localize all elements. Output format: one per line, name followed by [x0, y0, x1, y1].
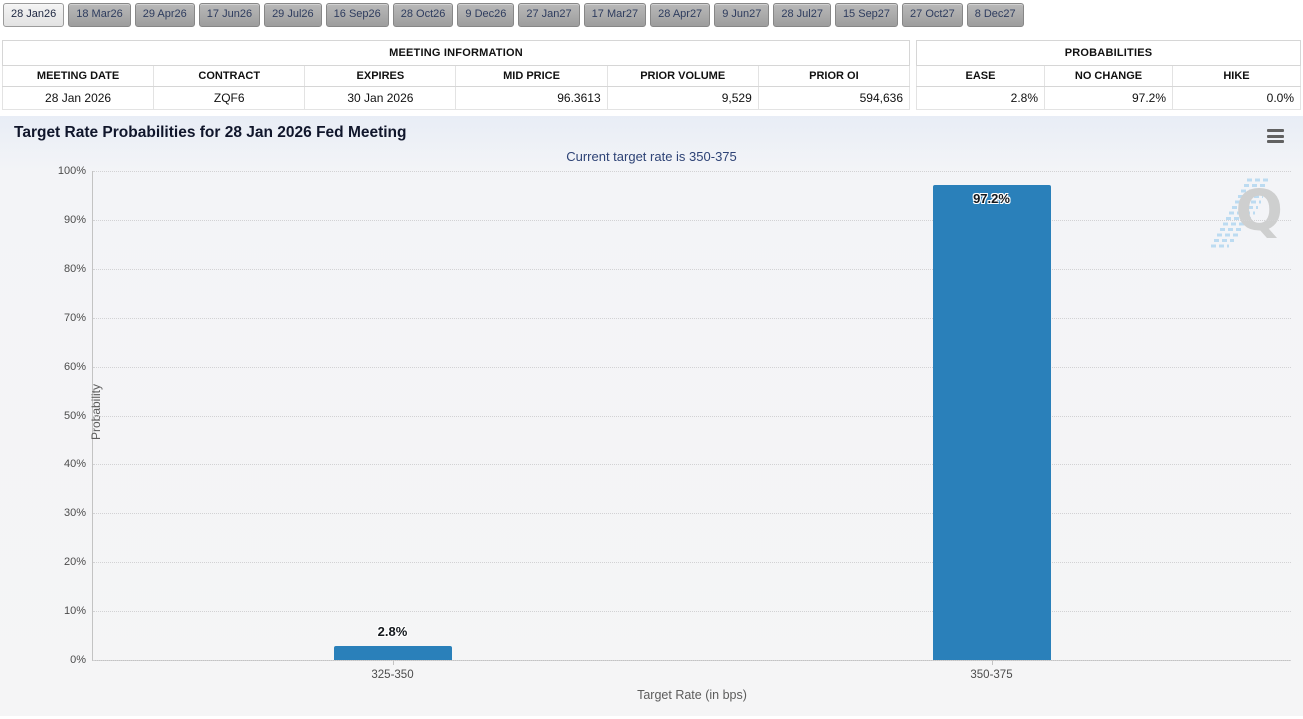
y-axis-tick-label: 90%	[63, 213, 86, 226]
y-axis-tick-label: 100%	[57, 165, 86, 177]
no-change-probability-value: 97.2%	[1044, 86, 1173, 110]
prior-volume-value: 9,529	[606, 86, 759, 110]
y-axis-tick-label: 60%	[63, 360, 86, 373]
gridline	[93, 317, 1291, 319]
meeting-info-header-cell: MEETING DATE	[1, 65, 155, 87]
gridline	[93, 366, 1291, 368]
gridline	[93, 171, 1291, 172]
meeting-date-tab[interactable]: 15 Sep27	[834, 3, 899, 27]
bar-value-label: 97.2%	[973, 190, 1010, 206]
y-axis-tick-label: 70%	[63, 311, 86, 324]
gridline	[93, 464, 1291, 466]
y-axis-tick-label: 10%	[63, 605, 86, 618]
meeting-date-tab[interactable]: 16 Sep26	[325, 3, 389, 27]
x-axis-title: Target Rate (in bps)	[637, 688, 747, 702]
gridline	[93, 268, 1291, 270]
meeting-date-tab[interactable]: 18 Mar26	[68, 3, 131, 27]
probabilities-header-cell: HIKE	[1172, 65, 1301, 87]
gridline	[93, 219, 1291, 221]
probabilities-table-title: PROBABILITIES	[916, 40, 1301, 66]
hamburger-menu-icon	[1267, 134, 1284, 138]
bar-value-label: 2.8%	[377, 624, 408, 640]
x-axis-category-label: 350-375	[970, 669, 1013, 681]
gridline	[93, 415, 1291, 417]
meeting-date-tab[interactable]: 28 Jul27	[773, 3, 831, 27]
meeting-info-header-cell: EXPIRES	[304, 65, 457, 87]
meeting-information-table-title: MEETING INFORMATION	[2, 40, 910, 66]
target-rate-probability-chart: Target Rate Probabilities for 28 Jan 202…	[0, 116, 1303, 716]
y-axis-tick-label: 50%	[63, 409, 86, 422]
probabilities-header-cell: NO CHANGE	[1044, 65, 1173, 87]
x-axis-tick-mark	[392, 660, 394, 665]
meeting-date-tab[interactable]: 9 Dec26	[457, 3, 515, 27]
meeting-date-tab[interactable]: 29 Apr26	[134, 3, 195, 27]
meeting-info-row: 28 Jan 2026 ZQF6 30 Jan 2026 96.3613 9,5…	[1, 86, 911, 110]
probabilities-table: PROBABILITIES EASE NO CHANGE HIKE 2.8% 9…	[916, 40, 1301, 110]
chart-subtitle: Current target rate is 350-375	[566, 149, 737, 164]
hike-probability-value: 0.0%	[1172, 86, 1301, 110]
plot-area: Target Rate (in bps) Probability 0% 10% 20…	[58, 165, 1291, 702]
meeting-info-header-cell: CONTRACT	[153, 65, 306, 87]
gridline	[93, 513, 1291, 515]
meeting-date-tab[interactable]: 28 Apr27	[650, 3, 711, 27]
contract-value: ZQF6	[153, 86, 306, 110]
hamburger-menu-icon	[1267, 140, 1284, 143]
meeting-date-tab[interactable]: 27 Jan27	[518, 3, 580, 27]
meeting-info-header-cell: PRIOR VOLUME	[606, 65, 759, 87]
meeting-date-value: 28 Jan 2026	[1, 86, 155, 110]
y-axis-tick-label: 80%	[63, 262, 86, 275]
gridline	[93, 611, 1291, 613]
hamburger-menu-icon	[1267, 129, 1284, 132]
meeting-date-tab[interactable]: 28 Oct26	[392, 3, 454, 27]
gridline	[93, 660, 1291, 661]
ease-probability-value: 2.8%	[916, 86, 1045, 110]
gridline	[93, 562, 1291, 564]
meeting-date-tab[interactable]: 17 Mar27	[583, 3, 647, 27]
meeting-date-tabbar: 28 Jan26 18 Mar26 29 Apr26 17 Jun26 29 J…	[3, 3, 1024, 27]
meeting-date-tab[interactable]: 9 Jun27	[714, 3, 770, 27]
meeting-date-tab-active[interactable]: 28 Jan26	[3, 3, 65, 27]
chart-title: Target Rate Probabilities for 28 Jan 202…	[14, 124, 407, 141]
quikstrike-q-watermark-icon: Q	[1207, 176, 1287, 250]
expires-value: 30 Jan 2026	[304, 86, 457, 110]
meeting-date-tab[interactable]: 27 Oct27	[902, 3, 963, 27]
y-axis-tick-label: 40%	[63, 458, 86, 471]
meeting-date-tab[interactable]: 29 Jul26	[264, 3, 322, 27]
y-axis-tick-label: 20%	[63, 556, 86, 569]
probabilities-header-cell: EASE	[916, 65, 1045, 87]
meeting-info-header-cell: PRIOR OI	[757, 65, 911, 87]
y-axis-tick-label: 30%	[63, 507, 86, 520]
x-axis-tick-mark	[991, 660, 993, 665]
probabilities-row: 2.8% 97.2% 0.0%	[916, 86, 1301, 110]
meeting-info-header-cell: MID PRICE	[455, 65, 608, 87]
mid-price-value: 96.3613	[455, 86, 608, 110]
y-axis-title: Probability	[89, 383, 103, 441]
meeting-information-table: MEETING INFORMATION MEETING DATE CONTRAC…	[1, 40, 911, 110]
bar-350-375[interactable]	[932, 184, 1051, 660]
x-axis-category-label: 325-350	[371, 669, 414, 681]
chart-context-menu-button[interactable]	[1267, 129, 1284, 143]
bar-325-350[interactable]	[333, 646, 452, 660]
meeting-date-tab[interactable]: 17 Jun26	[198, 3, 261, 27]
y-axis-tick-label: 0%	[70, 654, 86, 666]
watermark-letter: Q	[1235, 179, 1283, 244]
prior-oi-value: 594,636	[757, 86, 911, 110]
meeting-date-tab[interactable]: 8 Dec27	[966, 3, 1024, 27]
